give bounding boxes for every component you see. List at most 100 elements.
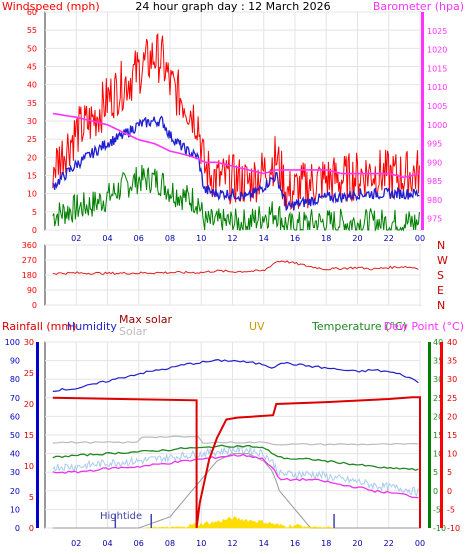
barometer-tick-labels: 1025 1020 1015 1010 1005 1000 995 990 985 980 975: [421, 12, 447, 230]
temperature-tick: 20: [433, 412, 443, 421]
dewpoint-label: Dew Point (°C): [384, 320, 464, 333]
windspeed-axis-label: Windspeed (mph): [2, 0, 100, 13]
uv-label: UV: [249, 320, 265, 333]
compass-label: N: [437, 239, 445, 252]
hour-tick: 12: [227, 539, 237, 548]
windspeed-tick: 50: [27, 44, 37, 53]
windspeed-tick: 55: [27, 26, 37, 35]
hour-tick: 04: [102, 539, 112, 548]
humidity-tick: 20: [10, 487, 20, 496]
max-solar-label: Max solar: [119, 313, 172, 326]
direction-tick: 180: [22, 271, 37, 280]
humidity-tick: 60: [10, 412, 20, 421]
hour-tick: 18: [321, 539, 331, 548]
windspeed-tick: 0: [32, 226, 37, 235]
dewpoint-tick: 40: [447, 338, 457, 347]
climate-panel-grid: [45, 341, 421, 529]
compass-label: N: [437, 299, 445, 312]
windspeed-tick: 35: [27, 99, 37, 108]
hour-tick: 22: [384, 539, 394, 548]
barometer-tick: 980: [427, 196, 442, 205]
windspeed-tick: 20: [27, 153, 37, 162]
hour-tick: 08: [165, 234, 175, 243]
rain-tick: 0: [29, 524, 34, 533]
humidity-tick: 30: [10, 468, 20, 477]
hour-tick: 00: [415, 539, 425, 548]
temperature-tick: 25: [433, 394, 443, 403]
barometer-tick: 990: [427, 158, 442, 167]
hour-tick: 20: [352, 234, 362, 243]
hour-tick: 14: [259, 234, 269, 243]
humidity-tick: 70: [10, 394, 20, 403]
hour-tick: 10: [196, 234, 206, 243]
windspeed-tick: 10: [27, 190, 37, 199]
direction-line: [52, 260, 419, 276]
climate-panel-lines: [52, 358, 421, 529]
uv-area: [146, 516, 335, 529]
temperature-tick: -10: [433, 524, 446, 533]
rain-tick: 10: [24, 462, 34, 471]
barometer-axis-bar: [421, 12, 424, 230]
hour-tick: 02: [71, 234, 81, 243]
hightide-label: Hightide: [100, 511, 142, 522]
dewpoint-line: [52, 453, 419, 499]
hour-tick: 02: [71, 539, 81, 548]
humidity-tick: 0: [15, 524, 20, 533]
barometer-tick: 1000: [427, 121, 447, 130]
humidity-tick: 40: [10, 450, 20, 459]
hour-tick: 14: [259, 539, 269, 548]
barometer-axis-label: Barometer (hpa): [373, 0, 464, 13]
dewpoint-tick: 35: [447, 357, 457, 366]
outdoor-light-line: [52, 445, 420, 497]
hour-tick: 00: [415, 234, 425, 243]
humidity-tick: 10: [10, 505, 20, 514]
dewpoint-tick: -5: [447, 505, 455, 514]
barometer-tick: 995: [427, 140, 442, 149]
dewpoint-tick: 15: [447, 431, 457, 440]
barometer-tick: 1025: [427, 27, 447, 36]
hour-tick: 12: [227, 234, 237, 243]
hour-tick-labels: 02 04 06 08 10 12 14 16 18 20 22 00: [71, 234, 425, 243]
barometer-tick: 985: [427, 177, 442, 186]
hour-tick: 16: [290, 539, 300, 548]
humidity-tick: 50: [10, 431, 20, 440]
barometer-tick: 1010: [427, 83, 447, 92]
direction-tick: 270: [22, 256, 37, 265]
dewpoint-axis-bar: [440, 342, 443, 528]
barometer-tick: 1015: [427, 64, 447, 73]
hour-tick-labels-bottom: 02 04 06 08 10 12 14 16 18 20 22 00: [71, 539, 425, 548]
rainfall-label: Rainfall (mm): [2, 320, 76, 333]
direction-tick: 360: [22, 241, 37, 250]
humidity-label: Humidity: [67, 320, 117, 333]
direction-tick-labels: 360 270 180 90 0: [22, 241, 37, 310]
temperature-tick-labels-left: 40 35 30 25 20 15 10 5 0 -5 -10: [433, 338, 446, 533]
dewpoint-tick: 25: [447, 394, 457, 403]
hour-tick: 06: [134, 234, 144, 243]
temperature-tick: 35: [433, 357, 443, 366]
rainfall-line: [52, 396, 421, 529]
rain-tick-labels: 30 25 20 15 10 5 0: [24, 338, 34, 533]
direction-tick: 90: [27, 286, 37, 295]
wind-panel-lines: [52, 33, 421, 232]
rain-tick: 30: [24, 338, 34, 347]
compass-label: E: [437, 284, 444, 297]
barometer-tick: 975: [427, 215, 442, 224]
temperature-tick: 30: [433, 375, 443, 384]
barometer-tick: 1005: [427, 102, 447, 111]
windspeed-tick: 40: [27, 81, 37, 90]
dewpoint-tick: 30: [447, 375, 457, 384]
windspeed-tick: 15: [27, 172, 37, 181]
temperature-tick-labels-right: 40 35 30 25 20 15 10 5 0 -5 -10: [447, 338, 460, 533]
humidity-line: [52, 358, 419, 392]
temperature-tick: 0: [433, 487, 438, 496]
dewpoint-tick: 5: [447, 468, 452, 477]
temperature-axis-bar: [428, 342, 431, 528]
temperature-label: Temperature (°C): [311, 320, 407, 333]
hour-tick: 06: [134, 539, 144, 548]
solar-label: Solar: [119, 325, 148, 338]
hour-tick: 18: [321, 234, 331, 243]
windspeed-tick: 30: [27, 117, 37, 126]
